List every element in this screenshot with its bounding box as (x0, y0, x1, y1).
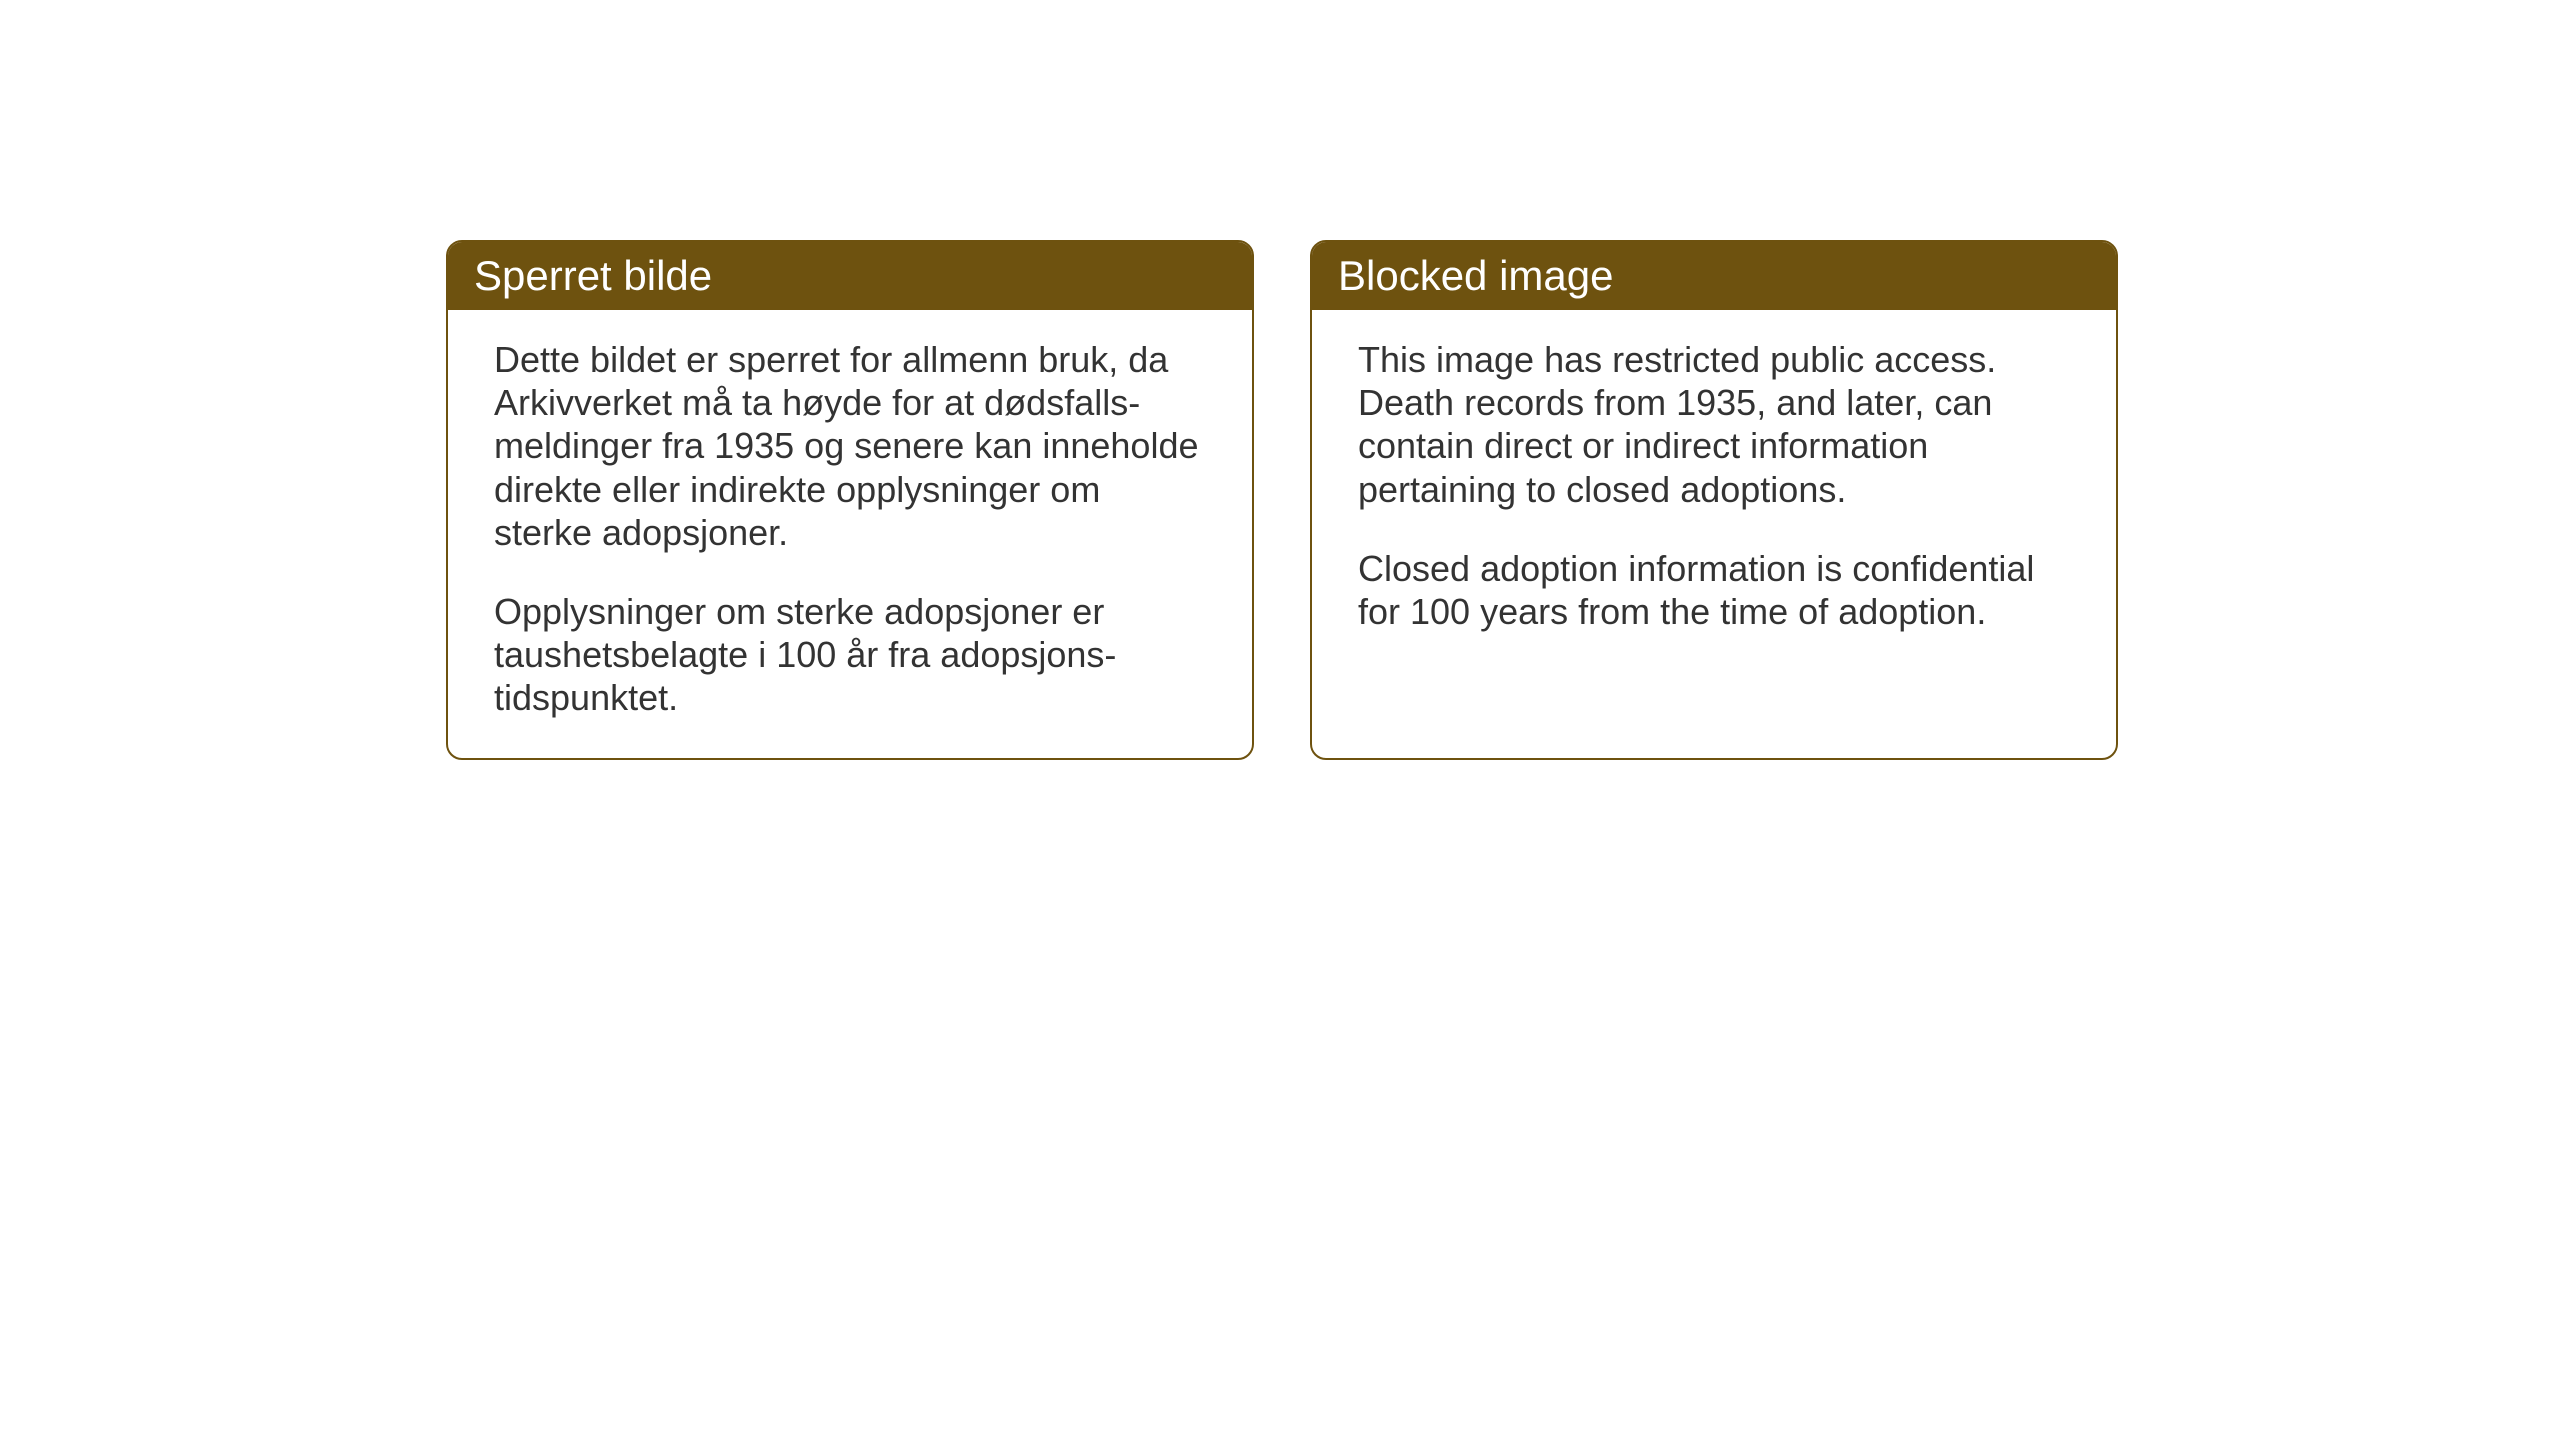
notice-card-english: Blocked image This image has restricted … (1310, 240, 2118, 760)
notice-card-norwegian: Sperret bilde Dette bildet er sperret fo… (446, 240, 1254, 760)
notice-container: Sperret bilde Dette bildet er sperret fo… (446, 240, 2118, 760)
card-paragraph-1-norwegian: Dette bildet er sperret for allmenn bruk… (494, 338, 1206, 554)
card-body-english: This image has restricted public access.… (1312, 310, 2116, 671)
card-header-norwegian: Sperret bilde (448, 242, 1252, 310)
card-paragraph-1-english: This image has restricted public access.… (1358, 338, 2070, 511)
card-body-norwegian: Dette bildet er sperret for allmenn bruk… (448, 310, 1252, 758)
card-title-english: Blocked image (1338, 252, 1613, 299)
card-paragraph-2-norwegian: Opplysninger om sterke adopsjoner er tau… (494, 590, 1206, 720)
card-paragraph-2-english: Closed adoption information is confident… (1358, 547, 2070, 633)
card-header-english: Blocked image (1312, 242, 2116, 310)
card-title-norwegian: Sperret bilde (474, 252, 712, 299)
